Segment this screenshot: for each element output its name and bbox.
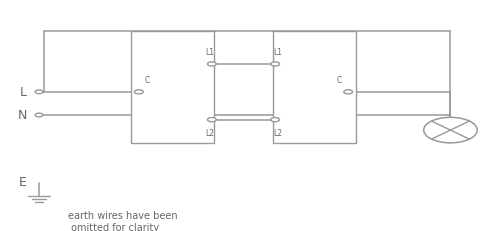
Bar: [273, 32, 356, 143]
Text: L: L: [20, 86, 27, 99]
Text: E: E: [19, 175, 27, 188]
Text: L1: L1: [205, 48, 214, 56]
Circle shape: [424, 118, 477, 143]
Text: L2: L2: [205, 128, 214, 137]
Circle shape: [271, 118, 280, 122]
Circle shape: [35, 91, 43, 94]
Circle shape: [271, 63, 280, 67]
Text: C: C: [145, 75, 150, 84]
Text: N: N: [18, 109, 27, 122]
Circle shape: [35, 114, 43, 117]
Circle shape: [207, 118, 216, 122]
Circle shape: [207, 63, 216, 67]
Text: earth wires have been
 omitted for clarity: earth wires have been omitted for clarit…: [68, 210, 178, 231]
Text: L2: L2: [273, 128, 282, 137]
Bar: [131, 32, 214, 143]
Circle shape: [134, 90, 143, 94]
Circle shape: [344, 90, 353, 94]
Text: L1: L1: [273, 48, 282, 56]
Text: C: C: [337, 75, 342, 84]
